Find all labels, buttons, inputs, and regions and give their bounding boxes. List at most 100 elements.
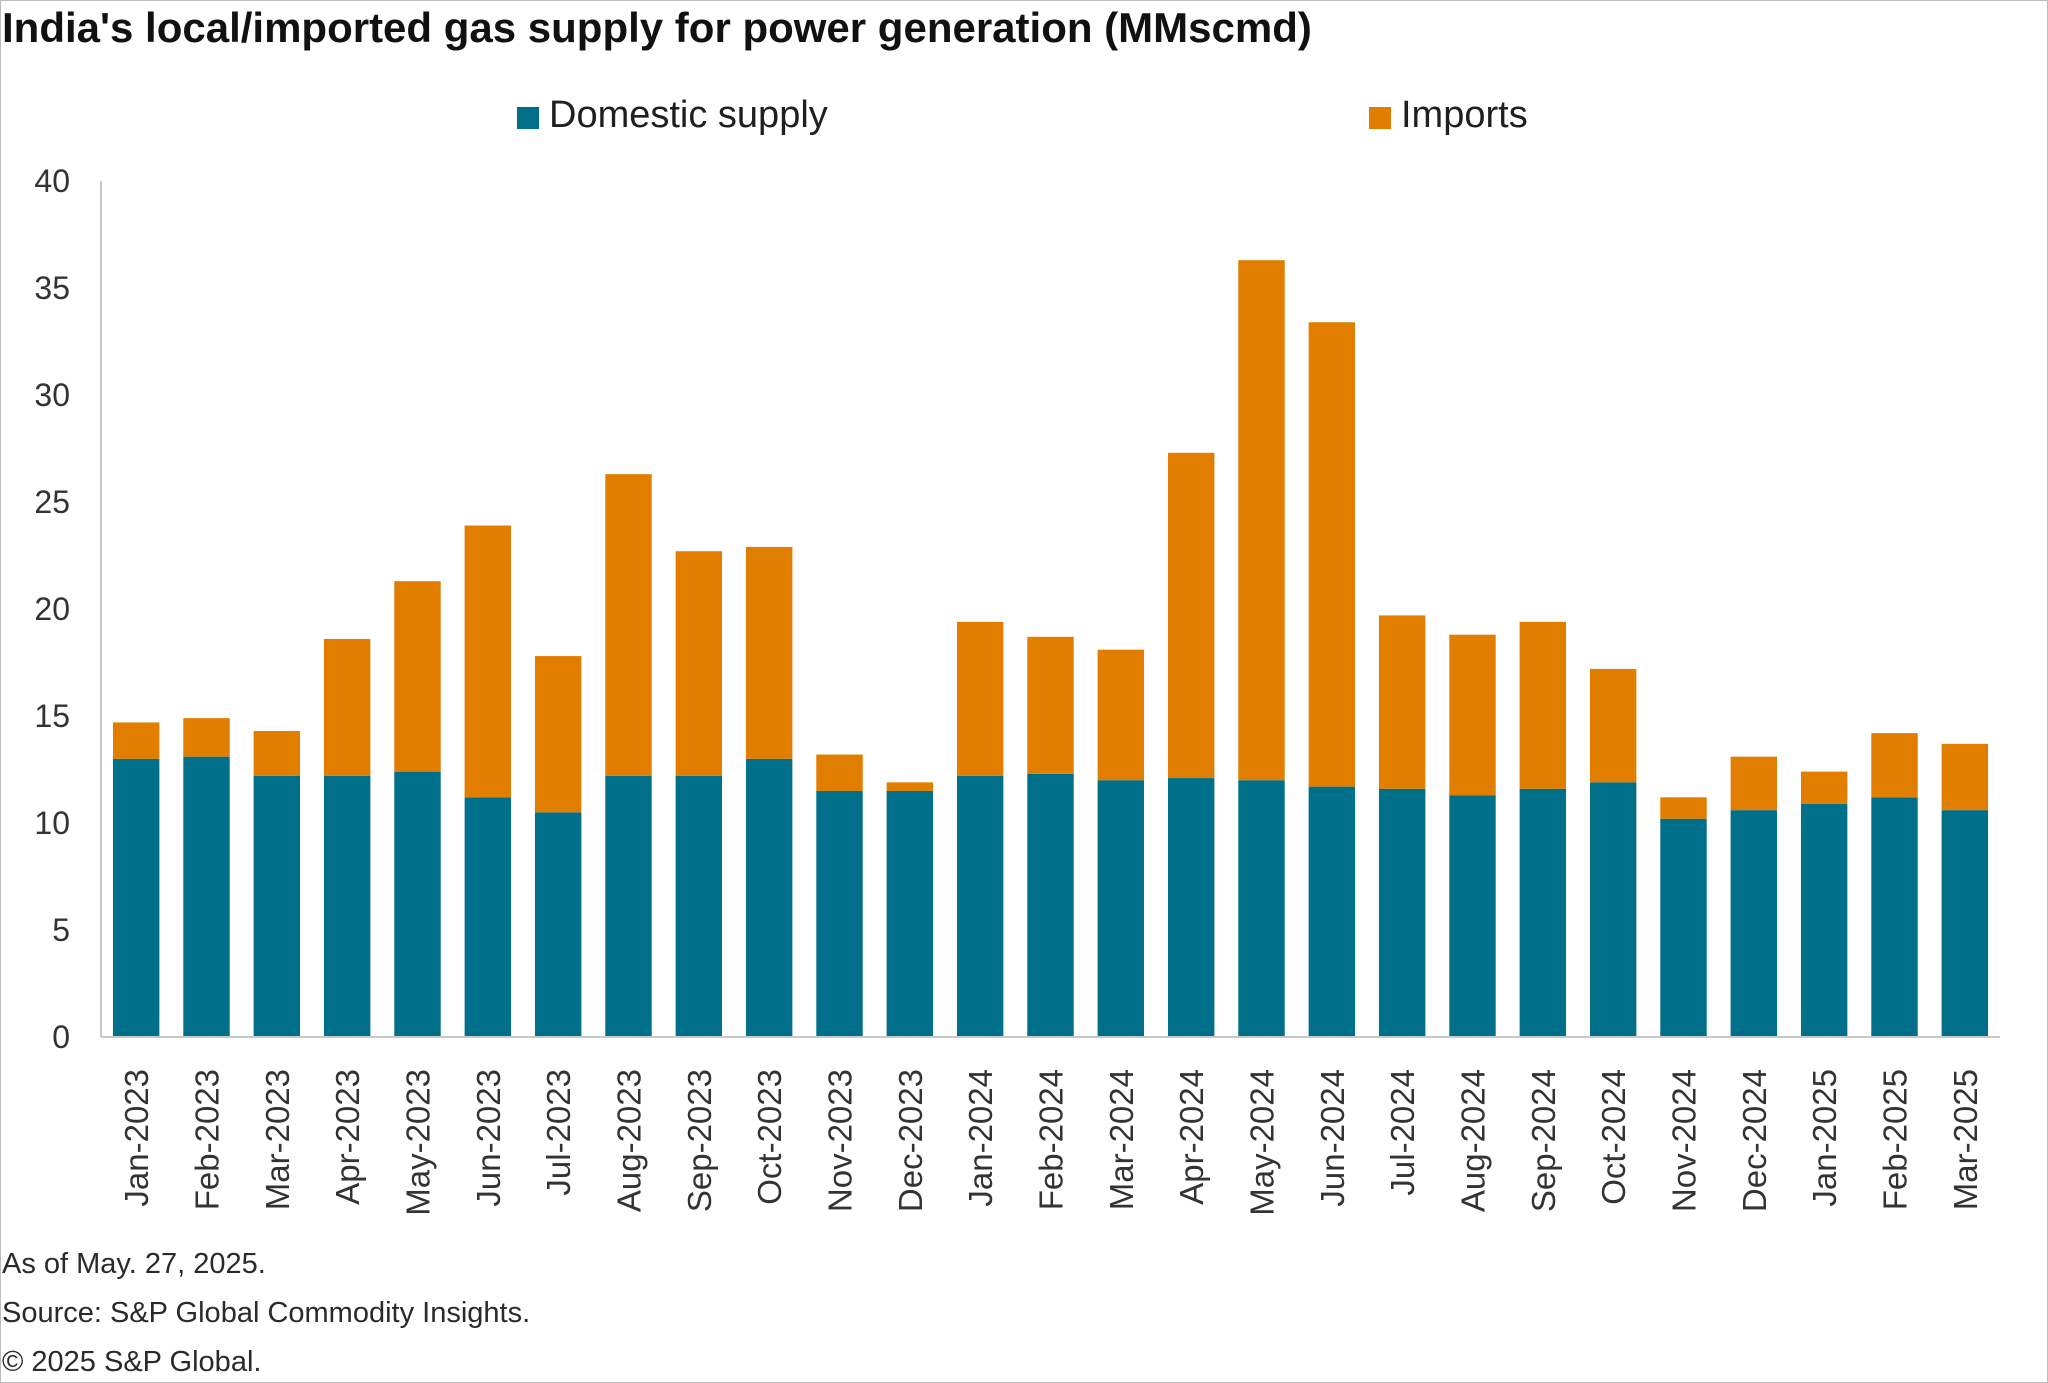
bar-domestic-aug-2023 (605, 775, 652, 1037)
x-tick-label-aug-2023: Aug-2023 (611, 1069, 648, 1212)
bar-domestic-jan-2025 (1800, 803, 1848, 1037)
y-tick-label-25: 25 (34, 484, 70, 520)
bar-imports-may-2024 (1238, 260, 1285, 781)
bar-domestic-aug-2024 (1449, 795, 1496, 1037)
x-tick-label-may-2024: May-2024 (1244, 1069, 1281, 1216)
bar-domestic-dec-2024 (1730, 810, 1778, 1037)
x-tick-label-jan-2023: Jan-2023 (118, 1069, 155, 1207)
bar-domestic-jun-2023 (464, 797, 512, 1037)
bar-imports-jan-2024 (956, 621, 1004, 776)
bar-imports-sep-2024 (1519, 621, 1567, 789)
bar-imports-jun-2024 (1308, 322, 1356, 787)
bar-imports-jun-2023 (464, 525, 512, 798)
bar-imports-mar-2023 (253, 730, 301, 776)
bar-domestic-jul-2023 (534, 812, 582, 1037)
bar-imports-aug-2024 (1449, 634, 1496, 796)
bar-imports-feb-2025 (1871, 733, 1918, 798)
legend-swatch-imports (1369, 107, 1391, 129)
bar-domestic-may-2023 (394, 771, 441, 1037)
bar-imports-mar-2025 (1941, 743, 1989, 811)
bar-imports-apr-2023 (323, 638, 371, 776)
x-tick-label-jun-2023: Jun-2023 (470, 1069, 507, 1207)
bar-imports-nov-2023 (816, 754, 863, 791)
bar-domestic-apr-2023 (323, 775, 371, 1037)
bar-imports-oct-2023 (745, 546, 793, 759)
x-tick-label-feb-2023: Feb-2023 (189, 1069, 226, 1210)
x-tick-label-oct-2023: Oct-2023 (751, 1069, 788, 1205)
footer-as-of: As of May. 27, 2025. (2, 1248, 266, 1280)
bar-domestic-feb-2025 (1871, 797, 1918, 1037)
bar-imports-jan-2023 (112, 722, 160, 759)
bar-imports-oct-2024 (1589, 668, 1637, 783)
bar-imports-nov-2024 (1660, 797, 1707, 819)
legend-label-domestic: Domestic supply (549, 94, 828, 136)
bar-domestic-mar-2024 (1097, 780, 1145, 1037)
x-tick-label-jul-2023: Jul-2023 (540, 1069, 577, 1196)
y-tick-label-10: 10 (34, 805, 70, 841)
legend-item-imports: Imports (1369, 94, 1528, 137)
x-tick-label-mar-2023: Mar-2023 (259, 1069, 296, 1210)
x-tick-label-mar-2024: Mar-2024 (1103, 1069, 1140, 1210)
x-tick-label-dec-2023: Dec-2023 (892, 1069, 929, 1212)
legend-item-domestic-supply: Domestic supply (517, 94, 828, 137)
x-tick-label-jul-2024: Jul-2024 (1384, 1069, 1421, 1196)
bar-domestic-jan-2023 (112, 758, 160, 1037)
bar-domestic-feb-2023 (183, 756, 230, 1037)
y-tick-label-20: 20 (34, 591, 70, 627)
legend-swatch-domestic (517, 107, 539, 129)
y-tick-label-15: 15 (34, 698, 70, 734)
bar-domestic-may-2024 (1238, 780, 1285, 1037)
bar-imports-dec-2024 (1730, 756, 1778, 811)
bar-imports-aug-2023 (605, 474, 652, 776)
x-tick-label-apr-2023: Apr-2023 (329, 1069, 366, 1205)
chart-title: India's local/imported gas supply for po… (2, 4, 1312, 51)
x-tick-label-sep-2024: Sep-2024 (1525, 1069, 1562, 1212)
bar-domestic-mar-2025 (1941, 810, 1989, 1037)
bar-domestic-nov-2024 (1660, 818, 1707, 1037)
bar-imports-mar-2024 (1097, 649, 1145, 781)
y-tick-label-5: 5 (52, 912, 70, 948)
x-tick-label-feb-2025: Feb-2025 (1877, 1069, 1914, 1210)
bar-domestic-nov-2023 (816, 790, 863, 1037)
bar-imports-jan-2025 (1800, 771, 1848, 804)
bar-domestic-feb-2024 (1027, 773, 1074, 1037)
bar-imports-may-2023 (394, 581, 441, 772)
x-tick-label-apr-2024: Apr-2024 (1173, 1069, 1210, 1205)
bar-imports-sep-2023 (675, 551, 723, 776)
stacked-bar-chart: 0 5 10 15 20 25 30 35 40 Jan-2023 Feb-2023 Mar-2023… (34, 163, 2000, 1216)
x-tick-label-jan-2025: Jan-2025 (1806, 1069, 1843, 1207)
x-tick-label-sep-2023: Sep-2023 (681, 1069, 718, 1212)
bar-domestic-jul-2024 (1378, 788, 1426, 1037)
bar-domestic-oct-2023 (745, 758, 793, 1037)
bar-imports-feb-2024 (1027, 636, 1074, 774)
x-tick-label-may-2023: May-2023 (400, 1069, 437, 1216)
bar-domestic-jun-2024 (1308, 786, 1356, 1037)
bar-domestic-apr-2024 (1167, 778, 1215, 1037)
x-tick-label-jan-2024: Jan-2024 (962, 1069, 999, 1207)
x-tick-label-dec-2024: Dec-2024 (1736, 1069, 1773, 1212)
bar-domestic-mar-2023 (253, 775, 301, 1037)
x-tick-label-mar-2025: Mar-2025 (1947, 1069, 1984, 1210)
bar-imports-jul-2024 (1378, 615, 1426, 789)
bar-imports-feb-2023 (183, 718, 230, 757)
y-tick-label-40: 40 (34, 163, 70, 199)
bar-domestic-jan-2024 (956, 775, 1004, 1037)
bar-domestic-sep-2023 (675, 775, 723, 1037)
x-tick-label-aug-2024: Aug-2024 (1455, 1069, 1492, 1212)
x-tick-label-nov-2023: Nov-2023 (822, 1069, 859, 1212)
x-tick-label-jun-2024: Jun-2024 (1314, 1069, 1351, 1207)
legend-label-imports: Imports (1401, 94, 1528, 136)
footer-copyright: © 2025 S&P Global. (2, 1346, 262, 1378)
footer-source: Source: S&P Global Commodity Insights. (2, 1297, 531, 1329)
bar-imports-apr-2024 (1167, 452, 1215, 779)
bar-imports-dec-2023 (886, 782, 934, 791)
bar-domestic-dec-2023 (886, 790, 934, 1037)
x-tick-label-oct-2024: Oct-2024 (1595, 1069, 1632, 1205)
y-tick-label-30: 30 (34, 377, 70, 413)
bar-imports-jul-2023 (534, 656, 582, 813)
x-tick-label-nov-2024: Nov-2024 (1666, 1069, 1703, 1212)
bar-domestic-oct-2024 (1589, 782, 1637, 1037)
bar-domestic-sep-2024 (1519, 788, 1567, 1037)
y-tick-label-0: 0 (52, 1019, 70, 1055)
x-tick-label-feb-2024: Feb-2024 (1033, 1069, 1070, 1210)
